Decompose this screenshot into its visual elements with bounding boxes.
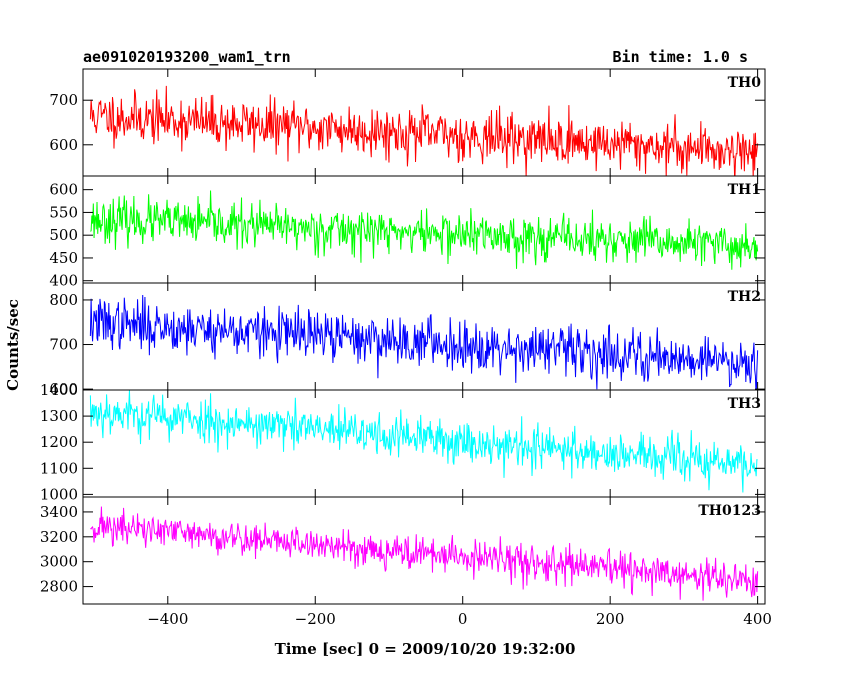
panel-frame [82, 496, 766, 605]
y-tick-label: 1300 [40, 407, 78, 425]
y-tick-label: 3400 [40, 503, 78, 521]
y-tick-label: 3000 [40, 553, 78, 571]
y-tick-label: 600 [49, 380, 78, 398]
y-tick-label: 400 [49, 272, 78, 290]
x-tick-label: −200 [295, 610, 336, 628]
x-axis-label: Time [sec] 0 = 2009/10/20 19:32:00 [275, 640, 576, 658]
y-axis-label: Counts/sec [4, 299, 22, 391]
y-tick-label: 550 [49, 203, 78, 221]
x-tick-label: −400 [147, 610, 188, 628]
y-tick-label: 3200 [40, 528, 78, 546]
y-tick-label: 600 [49, 181, 78, 199]
panel-name-label: TH0123 [698, 503, 761, 519]
panel-name-label: TH0 [728, 75, 762, 91]
chart-title: ae091020193200_wam1_trn [83, 48, 291, 66]
y-tick-label: 800 [49, 291, 78, 309]
panel-th0: 600 700 TH0 [49, 68, 766, 177]
y-tick-label: 2800 [40, 578, 78, 596]
panel-name-label: TH3 [728, 396, 761, 412]
panel-th1: 400 450 500 550 600 TH1 [49, 175, 766, 290]
panel-th3: 1000 1100 1200 1300 1400 TH3 [40, 381, 766, 503]
chart-subtitle: Bin time: 1.0 s [613, 48, 748, 66]
x-tick-label: 200 [596, 610, 625, 628]
panel-th0123: 2800 3000 3200 3400 TH0123 [40, 496, 766, 605]
y-tick-label: 450 [49, 249, 78, 267]
panels-group: 600 700 TH0 400 450 500 550 600 TH1 600 700 800 TH2 1… [40, 68, 766, 605]
panel-name-label: TH1 [728, 182, 761, 198]
y-tick-label: 500 [49, 226, 78, 244]
panel-name-label: TH2 [728, 289, 761, 305]
y-tick-label: 600 [49, 136, 78, 154]
series-line-th0 [89, 85, 759, 176]
y-tick-label: 700 [49, 91, 78, 109]
x-tick-label: 0 [458, 610, 468, 628]
x-axis: −400 −200 0 200 400 [147, 610, 772, 628]
series-line-th3 [89, 390, 758, 493]
y-tick-label: 1100 [40, 459, 78, 477]
panel-frame [82, 389, 766, 498]
series-line-th1 [90, 190, 759, 270]
y-tick-label: 1000 [40, 485, 78, 503]
panel-th2: 600 700 800 TH2 [49, 282, 766, 398]
series-line-th0123 [90, 506, 759, 601]
panel-frame [82, 175, 766, 284]
series-line-th2 [89, 295, 759, 390]
x-tick-label: 400 [743, 610, 772, 628]
y-tick-label: 1200 [40, 433, 78, 451]
y-tick-label: 700 [49, 336, 78, 354]
y-tick-label: 1400 [40, 381, 78, 399]
